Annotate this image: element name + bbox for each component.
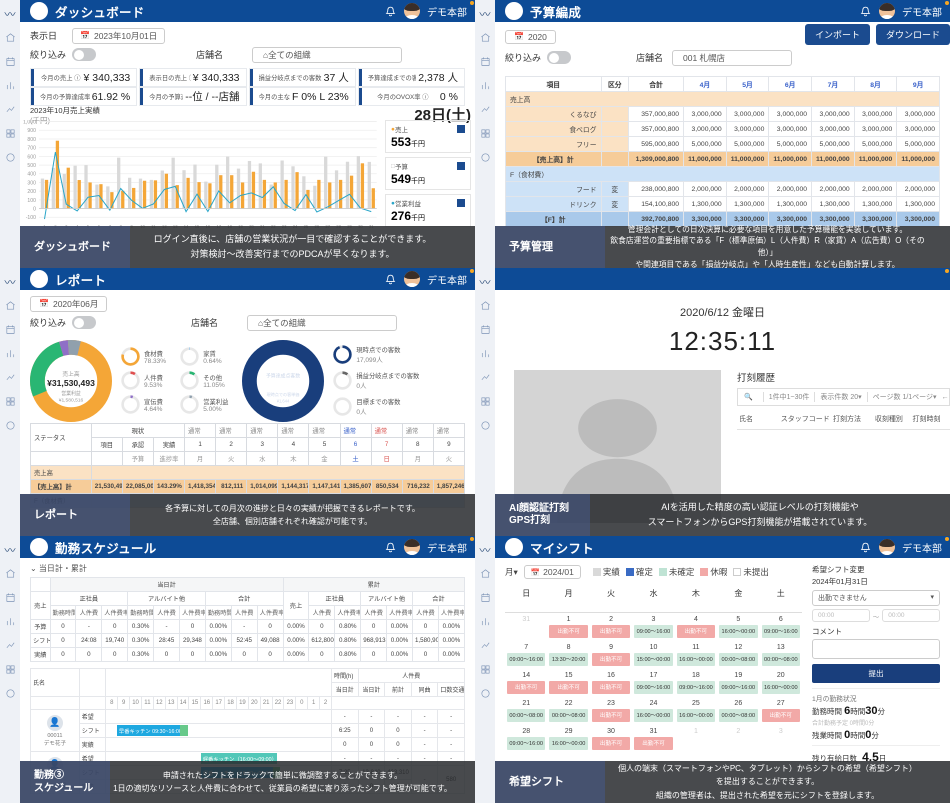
- svg-text:11,933人: 11,933人: [266, 378, 301, 389]
- svg-text:¥1,580,516: ¥1,580,516: [59, 397, 84, 403]
- svg-text:1,000: 1,000: [23, 120, 36, 126]
- svg-text:300: 300: [27, 180, 36, 186]
- svg-text:¥31,530,493: ¥31,530,493: [47, 377, 95, 387]
- svg-text:500: 500: [27, 163, 36, 169]
- svg-text:予算達成点客数: 予算達成点客数: [266, 372, 300, 379]
- svg-text:600: 600: [27, 154, 36, 160]
- svg-text:営業利益: 営業利益: [61, 389, 81, 396]
- svg-text:400: 400: [27, 172, 36, 178]
- svg-text:¥1,644: ¥1,644: [277, 398, 290, 403]
- svg-text:100: 100: [27, 198, 36, 204]
- svg-text:800: 800: [27, 137, 36, 143]
- svg-text:現時点での客単価: 現時点での客単価: [267, 390, 300, 396]
- svg-text:0: 0: [33, 207, 36, 213]
- svg-text:200: 200: [27, 189, 36, 195]
- svg-text:売上高: 売上高: [62, 370, 79, 378]
- svg-text:-100: -100: [26, 215, 36, 221]
- svg-text:700: 700: [27, 146, 36, 152]
- svg-text:900: 900: [27, 128, 36, 134]
